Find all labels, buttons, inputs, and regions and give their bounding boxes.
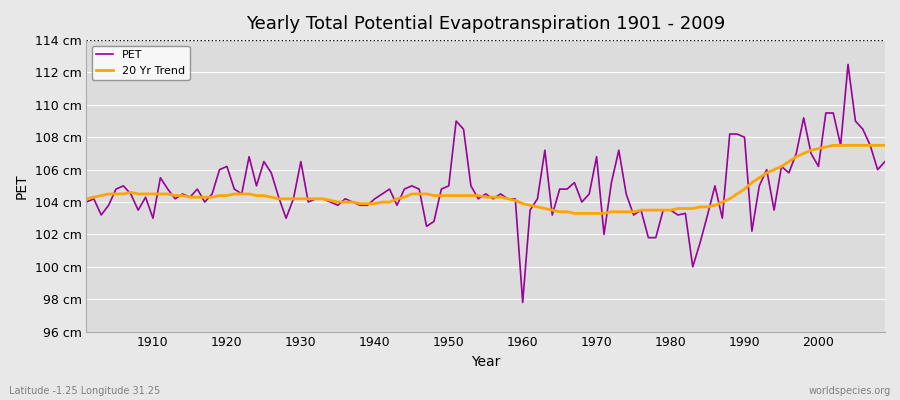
20 Yr Trend: [614, 209, 625, 214]
PET: [518, 300, 528, 305]
Text: worldspecies.org: worldspecies.org: [809, 386, 891, 396]
Line: PET: PET: [86, 64, 885, 302]
20 Yr Trend: [879, 143, 890, 148]
PET: [879, 159, 890, 164]
PET: [842, 62, 853, 67]
20 Yr Trend: [81, 196, 92, 201]
20 Yr Trend: [302, 196, 313, 201]
20 Yr Trend: [347, 200, 358, 204]
20 Yr Trend: [828, 143, 839, 148]
Line: 20 Yr Trend: 20 Yr Trend: [86, 145, 885, 213]
X-axis label: Year: Year: [471, 355, 500, 369]
PET: [525, 208, 535, 212]
PET: [302, 200, 313, 204]
PET: [614, 148, 625, 153]
20 Yr Trend: [569, 211, 580, 216]
20 Yr Trend: [518, 201, 528, 206]
20 Yr Trend: [510, 198, 521, 203]
Y-axis label: PET: PET: [15, 173, 29, 199]
Text: Latitude -1.25 Longitude 31.25: Latitude -1.25 Longitude 31.25: [9, 386, 160, 396]
PET: [140, 195, 151, 200]
PET: [81, 200, 92, 204]
Legend: PET, 20 Yr Trend: PET, 20 Yr Trend: [92, 46, 190, 80]
PET: [347, 200, 358, 204]
20 Yr Trend: [140, 192, 151, 196]
PET: [510, 196, 521, 201]
Title: Yearly Total Potential Evapotranspiration 1901 - 2009: Yearly Total Potential Evapotranspiratio…: [246, 15, 725, 33]
